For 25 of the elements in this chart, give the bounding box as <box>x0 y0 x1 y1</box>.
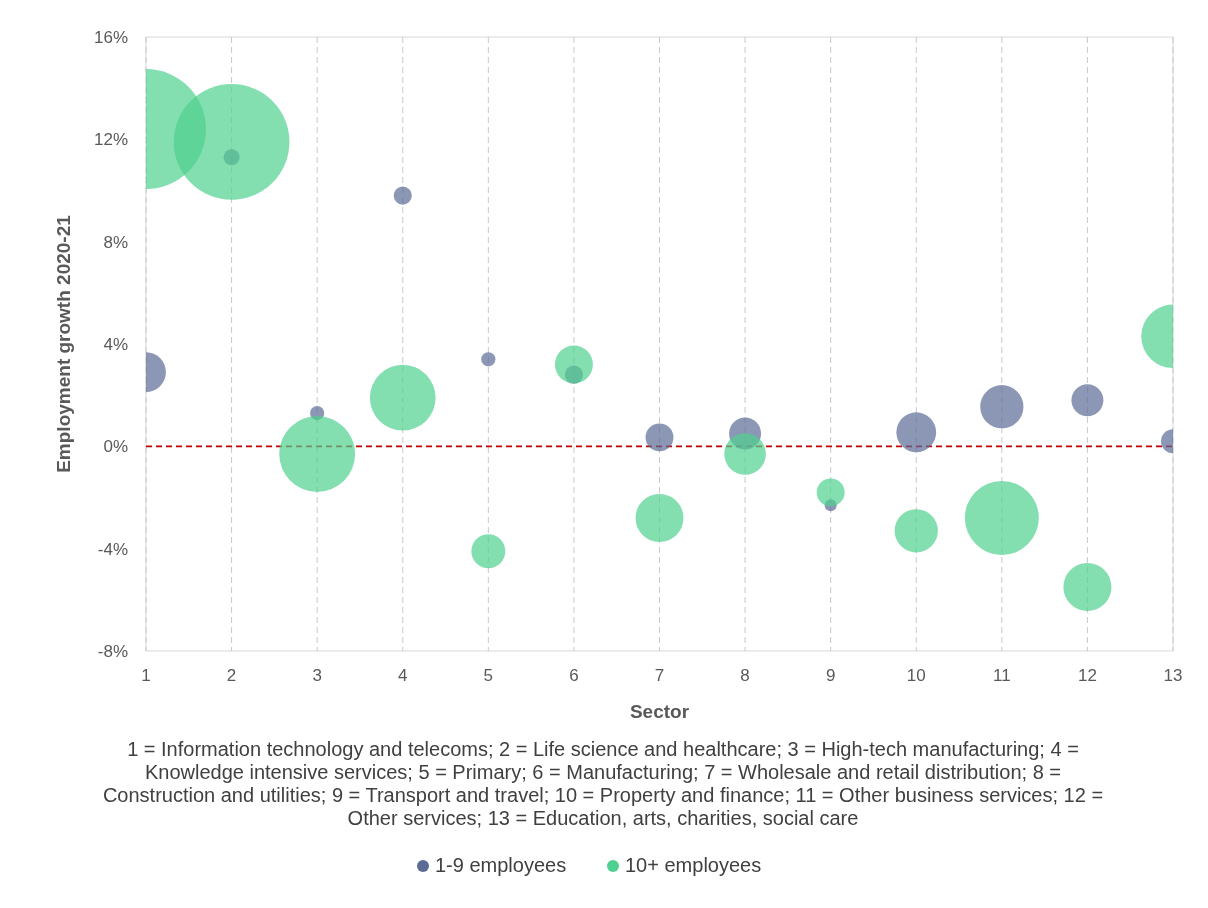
x-tick-label: 5 <box>483 666 494 685</box>
x-tick-label: 9 <box>825 666 836 685</box>
y-tick-label: 12% <box>93 130 128 150</box>
y-tick-label: -8% <box>97 642 128 661</box>
y-tick-label: 4% <box>103 335 128 354</box>
x-tick-label: 1 <box>141 666 151 685</box>
x-tick-label: 8 <box>740 666 750 685</box>
x-tick-label: 11 <box>993 666 1011 685</box>
legend-label: 10+ employees <box>625 854 762 876</box>
legend-label: 1-9 employees <box>435 854 567 876</box>
x-tick-label: 13 <box>1163 666 1183 685</box>
y-axis-title: Employment growth 2020-21 <box>53 214 74 473</box>
y-tick-label: 8% <box>103 232 128 252</box>
x-tick-label: 7 <box>654 666 665 685</box>
text: 1 = Information technology and telecoms; 2 = Life science and healthcare; 3 = High-tech manufacturing; 4 = Knowledge intensive services; 5 = Primary; 6 = Manufacturing; 7 = Wholesale and retail distribution; 8 = Construction and utilities; 9 = Transport and travel; 10 = Property and finance; 11 = Other business services; 12 = Other services; 13 = Education, arts, charities, social care <box>102 738 1104 829</box>
y-tick-label: 0% <box>103 437 128 457</box>
x-tick-label: 3 <box>312 666 322 685</box>
x-tick-label: 10 <box>906 666 926 685</box>
x-axis-title: Sector <box>629 701 690 722</box>
x-tick-label: 4 <box>398 666 408 685</box>
x-tick-label: 6 <box>569 666 579 685</box>
x-tick-label: 2 <box>226 666 237 685</box>
y-tick-label: -4% <box>97 539 128 559</box>
x-tick-label: 12 <box>1077 666 1097 685</box>
y-tick-label: 16% <box>93 28 128 47</box>
